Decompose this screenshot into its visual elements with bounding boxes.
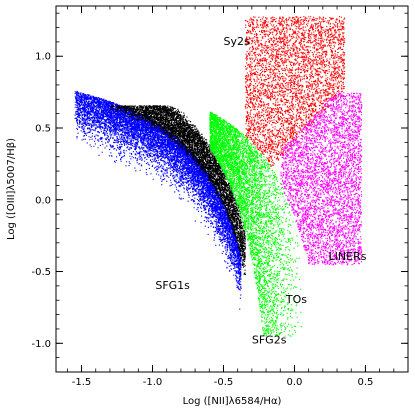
tos-points <box>209 111 302 337</box>
y-tick-label: 1.0 <box>35 52 51 63</box>
sfg1s-points <box>74 91 242 310</box>
series-tos <box>209 111 302 337</box>
x-tick-label: -1.5 <box>72 377 92 388</box>
y-tick-label: 0.0 <box>35 195 51 206</box>
x-tick-label: -0.5 <box>214 377 234 388</box>
x-axis-title: Log ([NII]λ6584/Hα) <box>183 396 282 407</box>
series-sy2s <box>244 16 346 167</box>
ticks-layer: -1.5 -1.0 -0.5 0.0 0.5 -1.0 -0.5 0.0 0.5 1.0 <box>31 6 408 388</box>
y-tick-label: 0.5 <box>35 124 51 135</box>
y-tick-label: -1.0 <box>31 339 51 350</box>
x-tick-label: 0.5 <box>357 377 373 388</box>
label-liners: LINERs <box>329 250 367 263</box>
points-layer <box>74 16 363 337</box>
y-tick-label: -0.5 <box>31 267 51 278</box>
series-liners <box>280 92 363 266</box>
label-sfg1s: SFG1s <box>155 279 190 292</box>
plot-frame <box>55 5 409 373</box>
y-axis-title: Log ([OIII]λ5007/Hβ) <box>6 138 17 240</box>
sy2s-points <box>244 16 346 167</box>
liners-points <box>280 92 363 266</box>
x-tick-label: 0.0 <box>286 377 302 388</box>
series-sfg1s <box>74 91 242 310</box>
label-sfg2s: SFG2s <box>252 333 287 346</box>
label-tos: TOs <box>285 293 307 306</box>
label-sy2s: Sy2s <box>223 35 249 48</box>
x-tick-label: -1.0 <box>143 377 163 388</box>
annotation-layer: Sy2s LINERs SFG1s TOs SFG2s <box>155 35 366 347</box>
